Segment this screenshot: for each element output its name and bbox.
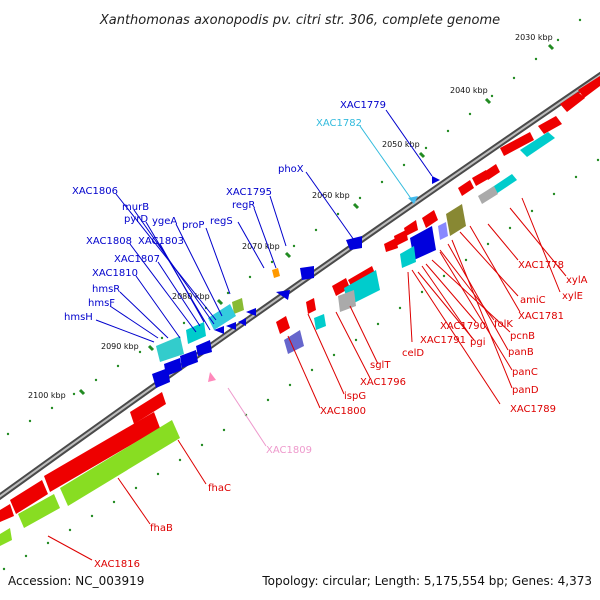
gene-label[interactable]: XAC1796 — [360, 377, 406, 388]
gene-label[interactable]: proP — [182, 220, 204, 231]
gene-label[interactable]: XAC1791 — [420, 335, 466, 346]
kbp-label: 2070 kbp — [242, 242, 280, 251]
gene-label[interactable]: fhaB — [150, 523, 173, 534]
gene-label[interactable]: XAC1795 — [226, 187, 272, 198]
gene-label[interactable]: XAC1778 — [518, 260, 564, 271]
kbp-label: 2030 kbp — [515, 33, 553, 42]
gene-label[interactable]: sglT — [370, 360, 391, 371]
kbp-label: 2040 kbp — [450, 86, 488, 95]
gene-label[interactable]: amiC — [520, 295, 546, 306]
gene-label[interactable]: hmsR — [92, 284, 120, 295]
gene-label[interactable]: pcnB — [510, 331, 535, 342]
kbp-ticks — [78, 43, 555, 396]
summary-text: Topology: circular; Length: 5,175,554 bp… — [261, 574, 592, 588]
gc-dots — [2, 18, 600, 571]
gene-label[interactable]: celD — [402, 348, 424, 359]
gene-label[interactable]: murB — [122, 202, 149, 213]
gene-label[interactable]: XAC1810 — [92, 268, 138, 279]
kbp-label: 2050 kbp — [382, 140, 420, 149]
label-leaders — [47, 109, 567, 561]
gene-labels: XAC1779 XAC1782 phoX XAC1795 regR regS X… — [64, 100, 588, 570]
gene-label[interactable]: panB — [508, 347, 534, 358]
gene-label[interactable]: XAC1808 — [86, 236, 132, 247]
gene-label[interactable]: fhaC — [208, 483, 231, 494]
gene-label[interactable]: XAC1779 — [340, 100, 386, 111]
accession-text: Accession: NC_003919 — [8, 574, 144, 588]
genome-title: Xanthomonas axonopodis pv. citri str. 30… — [99, 13, 500, 28]
kbp-label: 2090 kbp — [101, 342, 139, 351]
genome-backbone — [0, 71, 600, 501]
gene-label[interactable]: XAC1803 — [138, 236, 184, 247]
gene-label[interactable]: panD — [512, 385, 539, 396]
gene-label[interactable]: pyrD — [124, 214, 148, 225]
gene-label[interactable]: XAC1781 — [518, 311, 564, 322]
reverse-strand-genes — [0, 76, 600, 546]
gene-label[interactable]: ygeA — [152, 216, 177, 227]
gene-label[interactable]: hmsH — [64, 312, 93, 323]
gene-label[interactable]: XAC1809 — [266, 445, 312, 456]
gene-label[interactable]: XAC1782 — [316, 118, 362, 129]
gene-label[interactable]: hmsF — [88, 298, 115, 309]
gene-label[interactable]: pgi — [470, 337, 485, 348]
gene-label[interactable]: regS — [210, 216, 233, 227]
kbp-labels: 2030 kbp 2040 kbp 2050 kbp 2060 kbp 2070… — [28, 33, 553, 400]
gene-label[interactable]: XAC1807 — [114, 254, 160, 265]
gene-label[interactable]: panC — [512, 367, 538, 378]
gene-label[interactable]: folK — [494, 319, 513, 330]
gene-label[interactable]: xylE — [562, 291, 583, 302]
gene-label[interactable]: xylA — [566, 275, 588, 286]
kbp-label: 2080 kbp — [172, 292, 210, 301]
gene-label[interactable]: XAC1806 — [72, 186, 118, 197]
gene-label[interactable]: XAC1790 — [440, 321, 486, 332]
gene-label[interactable]: XAC1789 — [510, 404, 556, 415]
gene-label[interactable]: XAC1816 — [94, 559, 140, 570]
kbp-label: 2100 kbp — [28, 391, 66, 400]
gene-label[interactable]: XAC1800 — [320, 406, 366, 417]
gene-label[interactable]: ispG — [344, 391, 366, 402]
gene-label[interactable]: regR — [232, 200, 255, 211]
gene-label[interactable]: phoX — [278, 164, 304, 175]
kbp-label: 2060 kbp — [312, 191, 350, 200]
